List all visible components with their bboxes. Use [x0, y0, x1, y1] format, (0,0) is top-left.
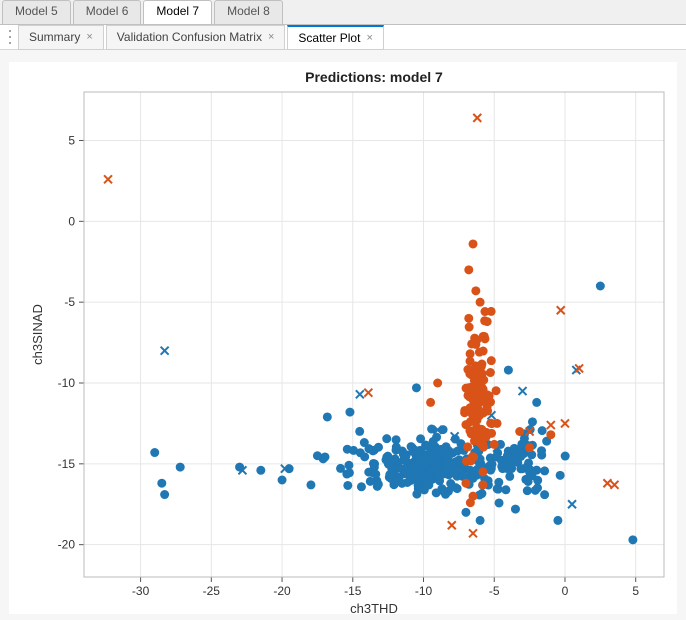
view-tab-summary[interactable]: Summary ×	[18, 25, 104, 50]
view-tab-scatter-plot[interactable]: Scatter Plot ×	[287, 25, 383, 50]
model-tab-model-8[interactable]: Model 8	[214, 0, 283, 24]
svg-text:0: 0	[68, 214, 75, 228]
plot-panel: -30 -25 -20 -15 -10 -5 0 5 -20 -15 -10 -5 0 5 Predicti…	[0, 50, 686, 620]
scatter-plot-card: -30 -25 -20 -15 -10 -5 0 5 -20 -15 -10 -5 0 5 Predicti…	[9, 62, 677, 614]
svg-text:-20: -20	[58, 538, 76, 552]
svg-text:5: 5	[632, 584, 639, 598]
model-tab-model-7[interactable]: Model 7	[143, 0, 212, 24]
svg-text:-30: -30	[132, 584, 150, 598]
close-icon[interactable]: ×	[268, 31, 274, 43]
tab-label: Summary	[29, 30, 80, 44]
svg-text:5: 5	[68, 134, 75, 148]
svg-text:0: 0	[562, 584, 569, 598]
grip-icon[interactable]	[6, 28, 14, 46]
svg-text:Predictions: model 7: Predictions: model 7	[305, 69, 443, 85]
model-tab-model-6[interactable]: Model 6	[73, 0, 142, 24]
close-icon[interactable]: ×	[86, 31, 92, 43]
model-tab-model-5[interactable]: Model 5	[2, 0, 71, 24]
scatter-plot: -30 -25 -20 -15 -10 -5 0 5 -20 -15 -10 -5 0 5 Predicti…	[9, 62, 677, 614]
tab-label: Scatter Plot	[298, 31, 360, 45]
close-icon[interactable]: ×	[366, 32, 372, 44]
svg-text:-5: -5	[64, 295, 75, 309]
svg-text:-25: -25	[203, 584, 221, 598]
view-tab-validation-confusion-matrix[interactable]: Validation Confusion Matrix ×	[106, 25, 286, 50]
tab-label: Validation Confusion Matrix	[117, 30, 262, 44]
svg-text:-10: -10	[415, 584, 433, 598]
svg-text:-15: -15	[344, 584, 362, 598]
model-tabs: Model 5Model 6Model 7Model 8	[0, 0, 686, 24]
view-tabs-bar: Summary×Validation Confusion Matrix×Scat…	[0, 24, 686, 50]
svg-text:ch3SINAD: ch3SINAD	[30, 304, 45, 365]
svg-text:-15: -15	[58, 457, 76, 471]
svg-text:-10: -10	[58, 376, 76, 390]
svg-text:-5: -5	[489, 584, 500, 598]
svg-text:-20: -20	[273, 584, 291, 598]
svg-text:ch3THD: ch3THD	[350, 601, 398, 614]
